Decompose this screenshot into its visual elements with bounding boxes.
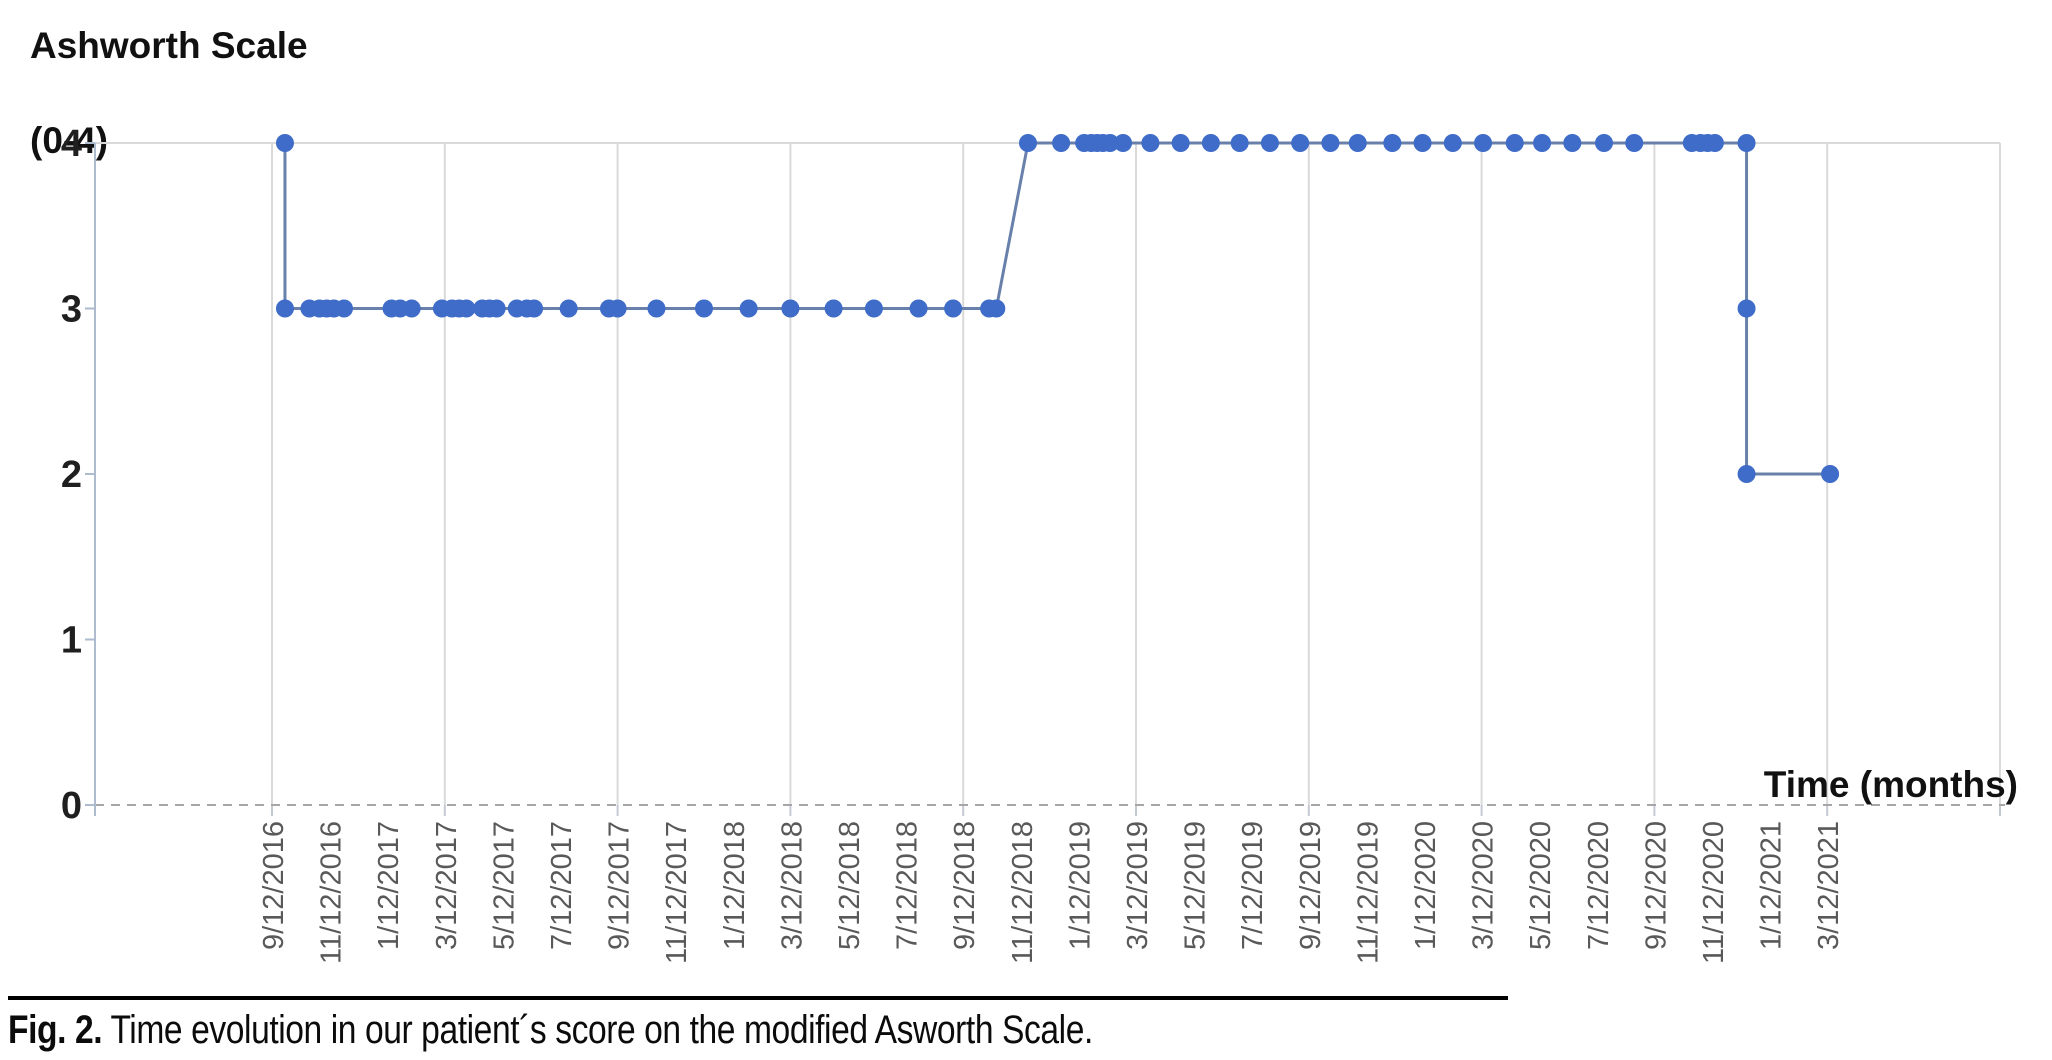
data-point xyxy=(1505,134,1524,152)
data-point xyxy=(987,299,1006,318)
data-point xyxy=(1348,134,1367,152)
x-tick-label: 9/12/2017 xyxy=(604,821,636,950)
data-point xyxy=(1533,134,1552,152)
x-tick-label: 1/12/2020 xyxy=(1410,821,1442,950)
figure-caption-label: Fig. 2. xyxy=(8,1008,103,1052)
data-point xyxy=(781,299,800,318)
x-tick-label: 1/12/2018 xyxy=(719,821,751,950)
x-tick-label: 9/12/2020 xyxy=(1640,821,1672,950)
figure-caption: Fig. 2. Time evolution in our patient´s … xyxy=(8,1008,1093,1053)
data-point xyxy=(1413,134,1432,152)
data-point xyxy=(487,299,506,318)
y-tick-label: 0 xyxy=(61,785,82,827)
x-tick-label: 7/12/2020 xyxy=(1583,821,1615,950)
data-point xyxy=(1260,134,1279,152)
ashworth-scale-plot: 4 3 2 1 0 9/12/2016 11/12/2016 1/12/2017 3/12/20… xyxy=(61,123,2005,964)
x-tick-label: 9/12/2018 xyxy=(949,821,981,950)
data-point xyxy=(1114,134,1133,152)
x-tick-label: 3/12/2018 xyxy=(776,821,808,950)
figure-caption-text: Time evolution in our patient´s score on… xyxy=(102,1008,1093,1052)
data-point xyxy=(1563,134,1582,152)
data-point xyxy=(457,299,476,318)
data-point xyxy=(525,299,544,318)
x-tick-label: 1/12/2021 xyxy=(1756,821,1788,950)
data-point xyxy=(909,299,928,318)
x-tick-label: 11/12/2017 xyxy=(661,821,693,964)
data-point xyxy=(1052,134,1071,152)
y-axis-title-line1: Ashworth Scale xyxy=(30,25,308,66)
x-tick-label: 11/12/2020 xyxy=(1698,821,1730,964)
data-point xyxy=(1291,134,1310,152)
x-tick-label: 3/12/2019 xyxy=(1122,821,1154,950)
data-point xyxy=(275,299,294,318)
data-point xyxy=(275,134,294,152)
x-tick-label: 9/12/2019 xyxy=(1295,821,1327,950)
data-point xyxy=(1171,134,1190,152)
x-tick-label: 1/12/2017 xyxy=(373,821,405,950)
data-point xyxy=(1474,134,1493,152)
x-tick-label: 11/12/2019 xyxy=(1352,821,1384,964)
data-point xyxy=(559,299,578,318)
data-point xyxy=(1625,134,1644,152)
x-axis-title: Time (months) xyxy=(1763,764,2018,805)
x-tick-label: 9/12/2016 xyxy=(258,821,290,950)
x-tick-label: 7/12/2019 xyxy=(1237,821,1269,950)
x-tick-label: 3/12/2021 xyxy=(1813,821,1845,950)
data-point xyxy=(402,299,421,318)
data-point xyxy=(824,299,843,318)
data-point xyxy=(1141,134,1160,152)
x-tick-label: 5/12/2018 xyxy=(834,821,866,950)
data-point xyxy=(1595,134,1613,152)
x-tick-label: 5/12/2019 xyxy=(1180,821,1212,950)
data-point xyxy=(1383,134,1402,152)
data-point xyxy=(1201,134,1220,152)
data-point xyxy=(1821,465,1840,483)
data-point xyxy=(608,299,627,318)
data-point xyxy=(335,299,353,318)
x-tick-label: 11/12/2018 xyxy=(1007,821,1039,964)
data-point xyxy=(1019,134,1037,152)
x-tick-label: 5/12/2017 xyxy=(488,821,520,950)
x-tick-label: 7/12/2018 xyxy=(892,821,924,950)
x-tick-label: 11/12/2016 xyxy=(316,821,348,964)
x-tick-label: 7/12/2017 xyxy=(546,821,578,950)
x-tick-label: 5/12/2020 xyxy=(1525,821,1557,950)
x-tick-label: 1/12/2019 xyxy=(1064,821,1096,950)
data-point xyxy=(944,299,963,318)
x-tick-label: 3/12/2020 xyxy=(1468,821,1500,950)
y-tick-label: 1 xyxy=(61,620,82,662)
y-axis-title: Ashworth Scale (0-4) xyxy=(30,22,308,164)
data-point xyxy=(1737,299,1756,318)
data-point xyxy=(1321,134,1340,152)
x-tick-label: 3/12/2017 xyxy=(431,821,463,950)
data-point xyxy=(1737,134,1756,152)
data-point xyxy=(1443,134,1462,152)
y-tick-label: 2 xyxy=(61,454,82,496)
data-point xyxy=(739,299,758,318)
caption-divider xyxy=(8,996,1508,1000)
data-point xyxy=(1230,134,1249,152)
data-point xyxy=(1101,134,1120,152)
data-point xyxy=(1737,465,1756,483)
data-point xyxy=(864,299,883,318)
data-point xyxy=(647,299,666,318)
data-point xyxy=(695,299,713,318)
y-tick-label: 3 xyxy=(61,289,82,331)
y-tick-label: 4 xyxy=(61,123,82,165)
data-point xyxy=(1705,134,1724,152)
